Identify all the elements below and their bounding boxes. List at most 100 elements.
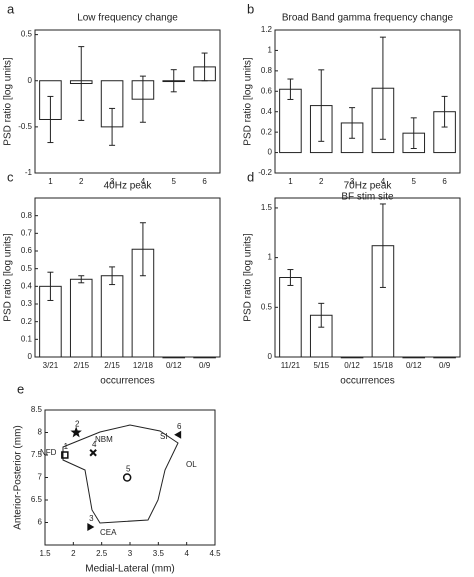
- y-tick-label: 0.4: [261, 107, 273, 116]
- x-tick-label: 1: [48, 177, 53, 186]
- region-outline: [62, 424, 179, 524]
- y-tick-label: 0.5: [21, 264, 33, 273]
- bar: [433, 356, 456, 359]
- x-tick-label: 0/12: [166, 361, 182, 370]
- x-tick-label: 4: [184, 549, 189, 558]
- point: [174, 430, 182, 439]
- x-tick-label: 2: [79, 177, 84, 186]
- y-tick-label: 1: [268, 46, 273, 55]
- y-tick-label: 0: [28, 352, 33, 361]
- x-tick-label: 5: [172, 177, 177, 186]
- bar: [193, 356, 216, 359]
- x-tick-label: 11/21: [281, 361, 301, 370]
- chart-title: Broad Band gamma frequency change: [282, 13, 454, 24]
- bar: [69, 278, 93, 358]
- region-label: NFD: [40, 448, 57, 457]
- y-tick-label: 0.6: [261, 86, 273, 95]
- bar: [340, 356, 364, 359]
- x-tick-label: 2/15: [104, 361, 120, 370]
- y-tick-label: 6.5: [31, 495, 43, 504]
- x-axis-label: BF stim site: [341, 192, 394, 203]
- region-label: CEA: [100, 528, 117, 537]
- y-tick-label: 7: [38, 473, 43, 482]
- x-axis-label: occurrences: [340, 376, 394, 387]
- y-axis-label: PSD ratio [log units]: [243, 233, 254, 322]
- y-tick-label: 0.2: [261, 127, 273, 136]
- x-tick-label: 3: [350, 177, 355, 186]
- y-tick-label: 8: [38, 428, 43, 437]
- y-tick-label: 7.5: [31, 450, 43, 459]
- x-tick-label: 4.5: [209, 549, 221, 558]
- x-tick-label: 4: [381, 177, 386, 186]
- x-tick-label: 1.5: [39, 549, 51, 558]
- x-tick-label: 6: [202, 177, 207, 186]
- y-axis-label: PSD ratio [log units]: [3, 233, 14, 322]
- point-label: 5: [126, 465, 131, 474]
- y-tick-label: 0.1: [21, 334, 33, 343]
- x-tick-label: 2.5: [96, 549, 108, 558]
- bar: [100, 275, 124, 358]
- x-tick-label: 4: [141, 177, 146, 186]
- y-tick-label: -0.5: [18, 122, 32, 131]
- plot-frame: [34, 197, 221, 358]
- bar: [279, 277, 302, 358]
- y-tick-label: -0.2: [258, 168, 272, 177]
- point: [70, 426, 82, 438]
- y-tick-label: 0.8: [21, 211, 33, 220]
- x-tick-label: 5/15: [313, 361, 329, 370]
- y-tick-label: 0.3: [21, 299, 33, 308]
- plot-frame: [274, 197, 461, 358]
- plot-frame: [274, 29, 461, 174]
- y-tick-label: 8.5: [31, 405, 43, 414]
- y-axis-label: PSD ratio [log units]: [243, 57, 254, 146]
- point-label: 6: [177, 422, 182, 431]
- y-tick-label: 0.7: [21, 228, 33, 237]
- panel-letter: c: [7, 169, 14, 184]
- y-tick-label: 0.5: [21, 30, 33, 39]
- x-tick-label: 0/9: [439, 361, 451, 370]
- y-tick-label: 0.8: [261, 66, 273, 75]
- point: [122, 473, 132, 482]
- y-tick-label: 0.2: [21, 317, 33, 326]
- region-label: OL: [186, 460, 197, 469]
- y-tick-label: 1.5: [261, 203, 273, 212]
- panel-letter: a: [7, 1, 15, 16]
- panel-letter: e: [17, 381, 24, 396]
- x-tick-label: 3.5: [153, 549, 165, 558]
- x-tick-label: 2/15: [73, 361, 89, 370]
- point-label: 3: [89, 514, 94, 523]
- point-label: 2: [75, 420, 80, 429]
- y-tick-label: 6: [38, 518, 43, 527]
- chart-title: Low frequency change: [77, 13, 178, 24]
- x-tick-label: 0/12: [406, 361, 422, 370]
- y-tick-label: 1: [268, 253, 273, 262]
- y-tick-label: 0: [268, 148, 273, 157]
- x-axis-label: Medial-Lateral (mm): [85, 564, 174, 575]
- x-tick-label: 3/21: [43, 361, 59, 370]
- bar: [402, 356, 426, 359]
- point: [61, 451, 69, 459]
- region-label: NBM: [95, 435, 113, 444]
- x-tick-label: 6: [442, 177, 447, 186]
- y-tick-label: 1.2: [261, 25, 273, 34]
- panel-letter: d: [247, 169, 254, 184]
- point: [89, 449, 97, 457]
- y-tick-label: 0: [268, 352, 273, 361]
- plot-frame: [34, 29, 221, 174]
- point-label: 4: [92, 440, 97, 449]
- y-tick-label: 0.6: [21, 246, 33, 255]
- y-axis-label: Anterior-Posterior (mm): [13, 425, 24, 529]
- y-tick-label: 0.5: [261, 302, 273, 311]
- x-tick-label: 3: [110, 177, 115, 186]
- y-axis-label: PSD ratio [log units]: [3, 57, 14, 146]
- x-tick-label: 12/18: [133, 361, 154, 370]
- point-label: 1: [64, 442, 69, 451]
- point: [87, 523, 95, 531]
- x-tick-label: 5: [412, 177, 417, 186]
- y-tick-label: 0: [28, 76, 33, 85]
- chart-title: 70Hz peak: [344, 181, 393, 192]
- bar: [162, 356, 186, 359]
- x-tick-label: 0/9: [199, 361, 211, 370]
- chart-title: 40Hz peak: [104, 181, 153, 192]
